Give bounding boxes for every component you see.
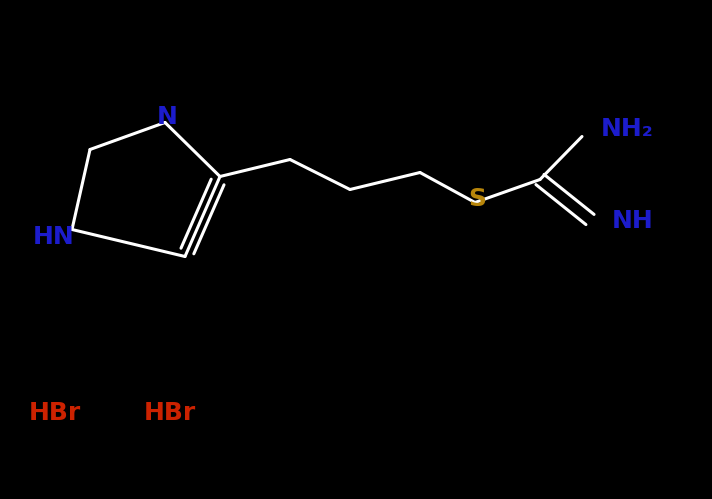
Text: S: S: [468, 187, 486, 211]
Text: NH: NH: [612, 209, 654, 233]
Text: NH₂: NH₂: [601, 116, 654, 141]
Text: HN: HN: [33, 226, 75, 250]
Text: N: N: [157, 104, 177, 129]
Text: HBr: HBr: [29, 401, 81, 425]
Text: HBr: HBr: [144, 401, 196, 425]
